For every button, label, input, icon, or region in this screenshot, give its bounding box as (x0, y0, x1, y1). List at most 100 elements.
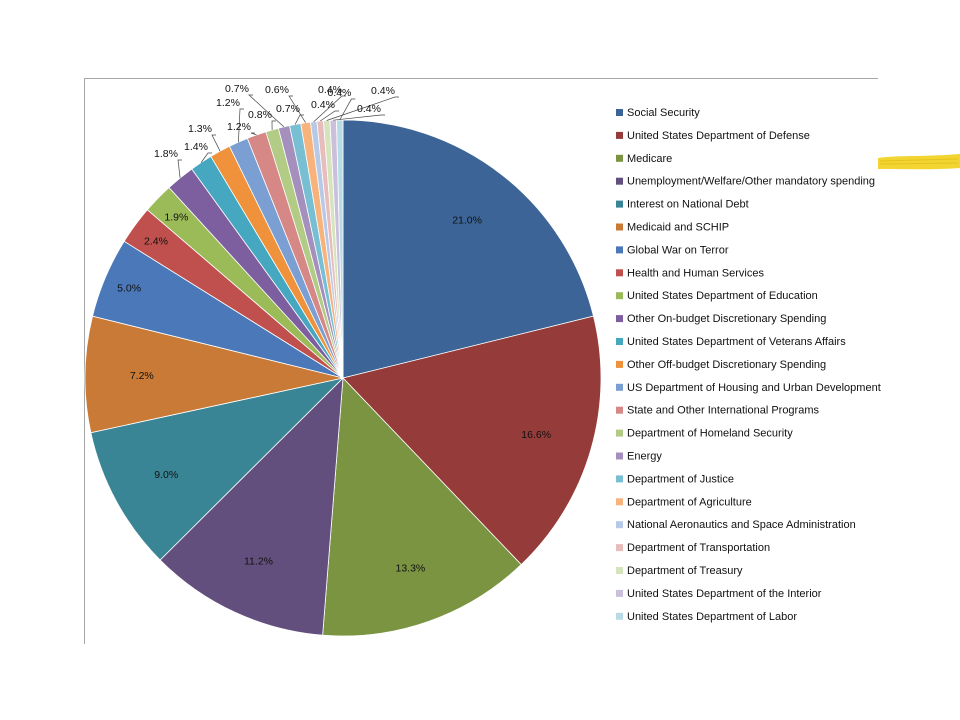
leader-line (339, 98, 356, 121)
legend-label: Interest on National Debt (627, 199, 749, 211)
slice-label: 1.8% (154, 148, 178, 160)
chart-frame-left-edge (84, 78, 85, 644)
legend-swatch (616, 131, 623, 139)
pie-slice (342, 315, 602, 566)
legend-swatch (616, 154, 623, 162)
legend-label: Medicare (627, 153, 672, 165)
legend-label: National Aeronautics and Space Administr… (627, 519, 856, 531)
slice-label: 1.2% (227, 121, 251, 133)
slice-label: 2.4% (144, 235, 168, 247)
slice-label: 1.2% (216, 97, 240, 109)
legend-swatch (616, 521, 623, 529)
legend-swatch (616, 406, 623, 414)
legend-label: Energy (627, 451, 662, 463)
slice-label: 0.7% (276, 103, 300, 115)
legend-label: Department of Treasury (627, 565, 743, 577)
legend-swatch (616, 383, 623, 391)
slice-label: 5.0% (117, 283, 141, 295)
legend-label: United States Department of Labor (627, 611, 797, 623)
slice-label: 0.4% (357, 103, 381, 115)
leader-line (288, 95, 306, 123)
slice-label: 16.6% (521, 429, 551, 441)
legend-label: Social Security (627, 107, 700, 119)
legend-label: Unemployment/Welfare/Other mandatory spe… (627, 176, 875, 188)
legend-swatch (616, 452, 623, 460)
leader-line (250, 132, 257, 136)
legend-swatch (616, 315, 623, 323)
slice-label: 1.9% (164, 211, 188, 223)
chart-frame-top-edge (84, 78, 878, 79)
legend-swatch (616, 360, 623, 368)
slice-label: 21.0% (452, 215, 482, 227)
legend-label: United States Department of the Interior (627, 588, 822, 600)
slice-label: 0.4% (327, 87, 351, 99)
legend-label: State and Other International Programs (627, 405, 819, 417)
legend-label: United States Department of Education (627, 290, 818, 302)
legend-swatch (616, 200, 623, 208)
legend-swatch (616, 544, 623, 552)
legend-swatch (616, 429, 623, 437)
pie-slice (84, 315, 344, 434)
leader-line (200, 152, 212, 163)
leader-line (313, 95, 346, 122)
leader-line (211, 134, 221, 152)
legend-swatch (616, 498, 623, 506)
leader-line (333, 114, 385, 121)
leader-line (248, 94, 285, 128)
legend-swatch (616, 338, 623, 345)
legend-label: Department of Agriculture (627, 496, 752, 508)
legend-swatch (616, 246, 623, 254)
highlighter-stroke (878, 154, 960, 170)
legend-label: Global War on Terror (627, 244, 729, 256)
legend-label: Health and Human Services (627, 267, 764, 279)
slice-label: 0.4% (371, 85, 395, 97)
leader-line (326, 96, 399, 121)
pie-slices (84, 119, 602, 637)
leader-lines (177, 94, 399, 178)
legend-swatch (616, 589, 623, 597)
legend-swatch (616, 269, 623, 277)
legend-label: Other On-budget Discretionary Spending (627, 313, 826, 325)
legend: Social Security United States Department … (616, 107, 881, 623)
slice-label: 1.4% (184, 141, 208, 153)
slice-label: 9.0% (154, 469, 178, 481)
legend-label: United States Department of Defense (627, 130, 810, 142)
pie-slice (159, 376, 344, 636)
legend-label: Department of Transportation (627, 542, 770, 554)
pie-slice (90, 377, 345, 561)
legend-swatch (616, 567, 623, 574)
legend-swatch (616, 292, 623, 300)
legend-swatch (616, 223, 623, 231)
legend-label: Medicaid and SCHIP (627, 222, 729, 234)
legend-label: Department of Justice (627, 473, 734, 485)
pie-slice (322, 377, 522, 637)
slice-label: 1.3% (188, 123, 212, 135)
leader-line (320, 110, 339, 122)
legend-swatch (616, 475, 623, 483)
slice-label: 0.8% (248, 109, 272, 121)
leader-line (238, 108, 244, 143)
legend-label: Department of Homeland Security (627, 428, 793, 440)
legend-label: US Department of Housing and Urban Devel… (627, 382, 881, 394)
slice-label: 0.4% (318, 84, 342, 96)
slice-label: 13.3% (396, 563, 426, 575)
slice-label: 0.6% (265, 84, 289, 96)
leader-line (271, 120, 276, 130)
slice-label: 0.4% (311, 99, 335, 111)
leader-line (294, 114, 304, 125)
legend-swatch (616, 612, 623, 620)
legend-swatch (616, 177, 623, 185)
legend-swatch (616, 109, 623, 116)
slice-label: 7.2% (130, 370, 154, 382)
leader-line (177, 159, 182, 178)
legend-label: Other Off-budget Discretionary Spending (627, 359, 826, 371)
slice-labels: 21.0% 16.6% 13.3% 11.2% 9.0% 7.2% 5.0% 2.4% 1.9%… (117, 83, 551, 575)
slice-label: 0.7% (225, 83, 249, 95)
highlighter-mark (878, 154, 960, 170)
legend-label: United States Department of Veterans Aff… (627, 336, 846, 348)
highlighter-stroke-texture (879, 158, 959, 165)
slice-label: 11.2% (244, 556, 273, 568)
pie-slice (342, 119, 594, 379)
